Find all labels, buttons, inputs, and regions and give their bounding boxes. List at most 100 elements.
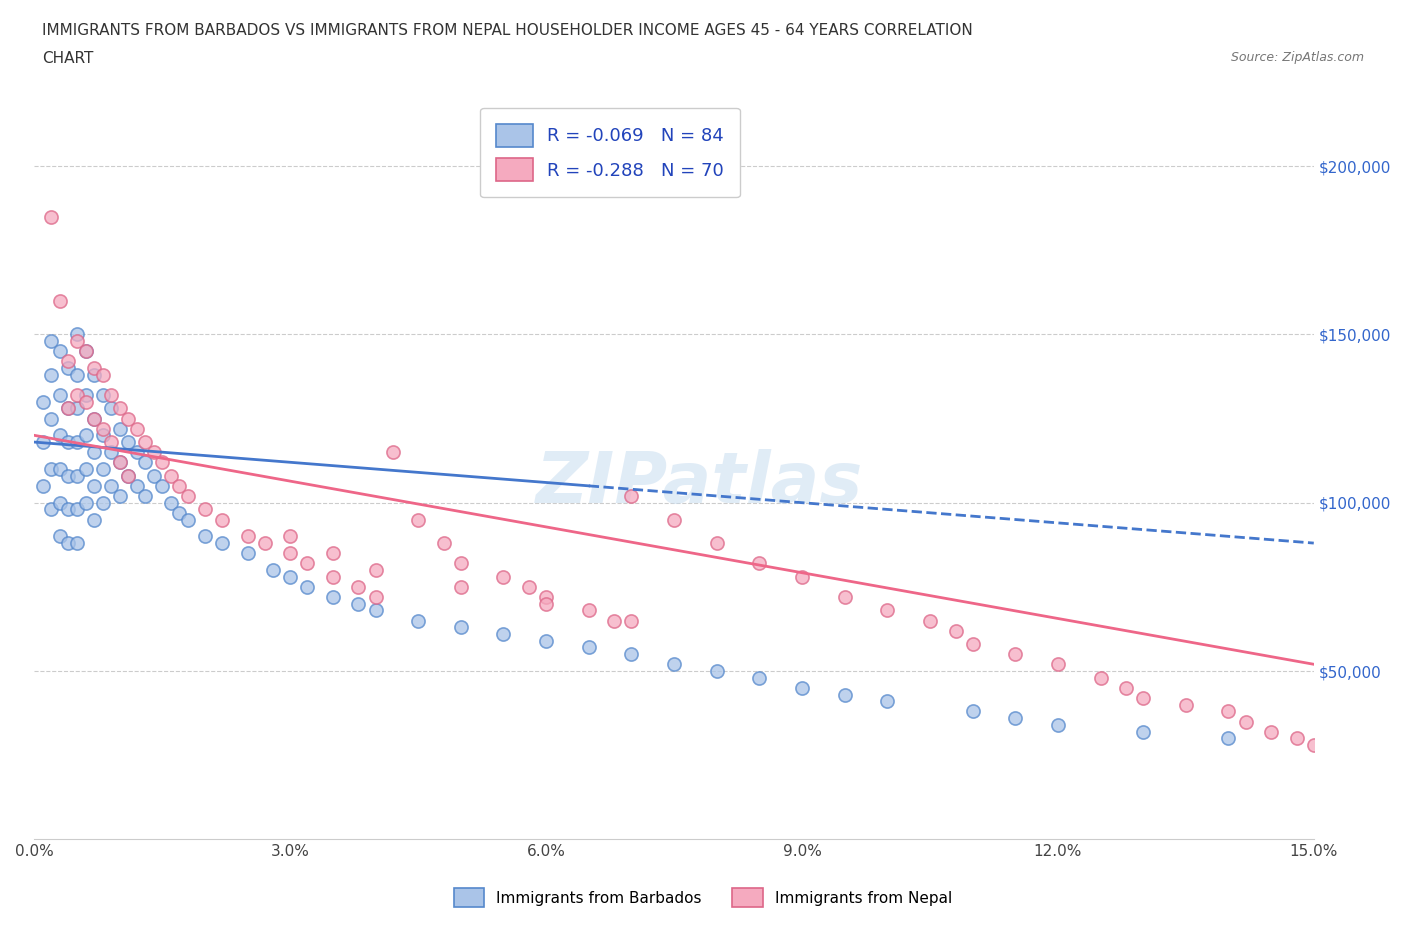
- Point: [134, 455, 156, 470]
- Legend: R = -0.069   N = 84, R = -0.288   N = 70: R = -0.069 N = 84, R = -0.288 N = 70: [481, 108, 740, 197]
- Point: [83, 478, 105, 493]
- Point: [790, 569, 813, 584]
- Point: [58, 434, 80, 449]
- Point: [517, 579, 540, 594]
- Point: [253, 536, 276, 551]
- Point: [322, 569, 344, 584]
- Point: [117, 469, 139, 484]
- Point: [125, 421, 148, 436]
- Point: [58, 536, 80, 551]
- Point: [134, 434, 156, 449]
- Point: [790, 681, 813, 696]
- Point: [83, 512, 105, 527]
- Point: [100, 478, 122, 493]
- Point: [117, 469, 139, 484]
- Point: [58, 401, 80, 416]
- Point: [578, 640, 600, 655]
- Point: [603, 613, 626, 628]
- Point: [58, 353, 80, 368]
- Point: [134, 488, 156, 503]
- Point: [492, 627, 515, 642]
- Point: [433, 536, 456, 551]
- Point: [945, 623, 967, 638]
- Point: [49, 293, 72, 308]
- Point: [748, 671, 770, 685]
- Point: [381, 445, 404, 459]
- Point: [236, 546, 259, 561]
- Point: [347, 596, 370, 611]
- Point: [1132, 690, 1154, 705]
- Point: [66, 502, 89, 517]
- Point: [100, 401, 122, 416]
- Point: [194, 529, 217, 544]
- Point: [49, 461, 72, 476]
- Point: [492, 569, 515, 584]
- Point: [364, 590, 387, 604]
- Point: [66, 469, 89, 484]
- Point: [108, 455, 131, 470]
- Point: [142, 469, 165, 484]
- Point: [620, 646, 643, 661]
- Point: [450, 579, 472, 594]
- Point: [75, 496, 97, 511]
- Point: [49, 388, 72, 403]
- Point: [49, 529, 72, 544]
- Point: [32, 394, 55, 409]
- Point: [58, 361, 80, 376]
- Point: [662, 657, 685, 671]
- Point: [41, 367, 63, 382]
- Point: [91, 461, 114, 476]
- Point: [620, 613, 643, 628]
- Point: [278, 529, 301, 544]
- Point: [108, 421, 131, 436]
- Point: [322, 590, 344, 604]
- Point: [41, 334, 63, 349]
- Text: CHART: CHART: [42, 51, 94, 66]
- Point: [160, 469, 183, 484]
- Point: [347, 579, 370, 594]
- Point: [706, 536, 728, 551]
- Point: [297, 579, 319, 594]
- Point: [49, 344, 72, 359]
- Point: [91, 496, 114, 511]
- Point: [117, 411, 139, 426]
- Point: [322, 546, 344, 561]
- Point: [1285, 731, 1308, 746]
- Point: [32, 434, 55, 449]
- Point: [66, 367, 89, 382]
- Point: [75, 344, 97, 359]
- Point: [66, 434, 89, 449]
- Point: [83, 411, 105, 426]
- Point: [364, 603, 387, 618]
- Point: [1234, 714, 1257, 729]
- Point: [58, 502, 80, 517]
- Point: [58, 469, 80, 484]
- Point: [177, 488, 200, 503]
- Point: [75, 388, 97, 403]
- Point: [534, 596, 557, 611]
- Point: [142, 445, 165, 459]
- Point: [962, 704, 984, 719]
- Point: [83, 445, 105, 459]
- Point: [125, 445, 148, 459]
- Point: [211, 536, 233, 551]
- Point: [49, 428, 72, 443]
- Point: [262, 563, 284, 578]
- Point: [66, 327, 89, 342]
- Point: [450, 556, 472, 571]
- Point: [1115, 681, 1137, 696]
- Point: [962, 637, 984, 652]
- Point: [1132, 724, 1154, 739]
- Point: [364, 563, 387, 578]
- Point: [177, 512, 200, 527]
- Point: [748, 556, 770, 571]
- Point: [100, 434, 122, 449]
- Point: [125, 478, 148, 493]
- Point: [834, 687, 856, 702]
- Text: Source: ZipAtlas.com: Source: ZipAtlas.com: [1230, 51, 1364, 64]
- Point: [58, 401, 80, 416]
- Point: [406, 613, 429, 628]
- Point: [1046, 657, 1069, 671]
- Point: [66, 334, 89, 349]
- Point: [169, 478, 191, 493]
